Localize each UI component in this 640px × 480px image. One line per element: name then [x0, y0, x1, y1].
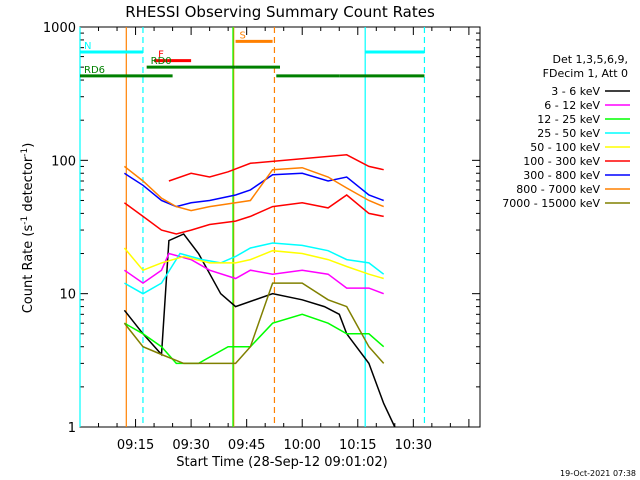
series-layer [123, 154, 396, 428]
y-tick-label: 100 [51, 154, 76, 169]
flag-label: RD0 [151, 56, 172, 67]
footer-timestamp: 19-Oct-2021 07:38 [560, 469, 636, 478]
y-tick-label: 10 [59, 288, 76, 303]
legend-header-line-2: FDecim 1, Att 0 [543, 67, 628, 80]
legend-entry-label: 50 - 100 keV [530, 141, 600, 154]
x-axis-title: Start Time (28-Sep-12 09:01:02) [176, 455, 387, 470]
legend-entry-label: 12 - 25 keV [537, 113, 600, 126]
x-tick-label: 09:30 [172, 438, 209, 453]
series-line [124, 242, 385, 295]
flag-bars: N F S RD0 RD6 [80, 30, 425, 78]
legend-entry-label: 100 - 300 keV [523, 155, 600, 168]
y-tick-label: 1 [68, 421, 76, 436]
ylabel-part: Count Rate (s [21, 225, 36, 314]
legend-entry-label: 6 - 12 keV [544, 99, 600, 112]
ylabel-close: ) [21, 143, 36, 148]
svg-text:Count Rate (s-1 detector-1): Count Rate (s-1 detector-1) [20, 143, 36, 314]
plot-frame [79, 26, 481, 428]
series-line [123, 172, 384, 208]
flag-label: N [84, 41, 91, 52]
x-tick-label: 10:30 [395, 438, 432, 453]
ylabel-tail: detector [21, 156, 36, 216]
ylabel-sup: -1 [20, 216, 30, 225]
series-line [123, 194, 384, 235]
x-tick-label: 10:15 [339, 438, 376, 453]
y-tick-label: 1000 [43, 21, 76, 36]
legend-entry-label: 25 - 50 keV [537, 127, 600, 140]
legend-entry-label: 7000 - 15000 keV [502, 197, 600, 210]
legend-header-line-1: Det 1,3,5,6,9, [552, 53, 628, 66]
legend-entry-label: 3 - 6 keV [551, 85, 600, 98]
plot-area: 1 10 100 1000 09:15 09:30 09:45 10:00 10:15 10:3… [43, 21, 481, 453]
series-line [123, 252, 384, 295]
flag-label: S [240, 30, 246, 41]
flag-label: F [158, 50, 164, 61]
legend: Det 1,3,5,6,9, FDecim 1, Att 0 3 - 6 keV… [502, 53, 630, 210]
series-line [123, 282, 385, 365]
x-tick-label: 09:15 [117, 438, 154, 453]
series-line [168, 154, 384, 182]
y-axis-title: Count Rate (s-1 detector-1) [20, 143, 36, 314]
x-axis: 09:15 09:30 09:45 10:00 10:15 10:30 [98, 27, 470, 453]
series-line [123, 233, 396, 428]
legend-entry-label: 800 - 7000 keV [516, 183, 600, 196]
flag-label: RD6 [84, 65, 105, 76]
y-axis: 1 10 100 1000 [43, 21, 480, 436]
x-tick-label: 09:45 [228, 438, 265, 453]
ylabel-sup2: -1 [20, 148, 30, 157]
vertical-markers [79, 27, 426, 427]
x-tick-label: 10:00 [283, 438, 320, 453]
chart-title: RHESSI Observing Summary Count Rates [125, 3, 435, 21]
series-line [123, 165, 384, 212]
series-line [123, 247, 384, 280]
legend-entry-label: 300 - 800 keV [523, 169, 600, 182]
